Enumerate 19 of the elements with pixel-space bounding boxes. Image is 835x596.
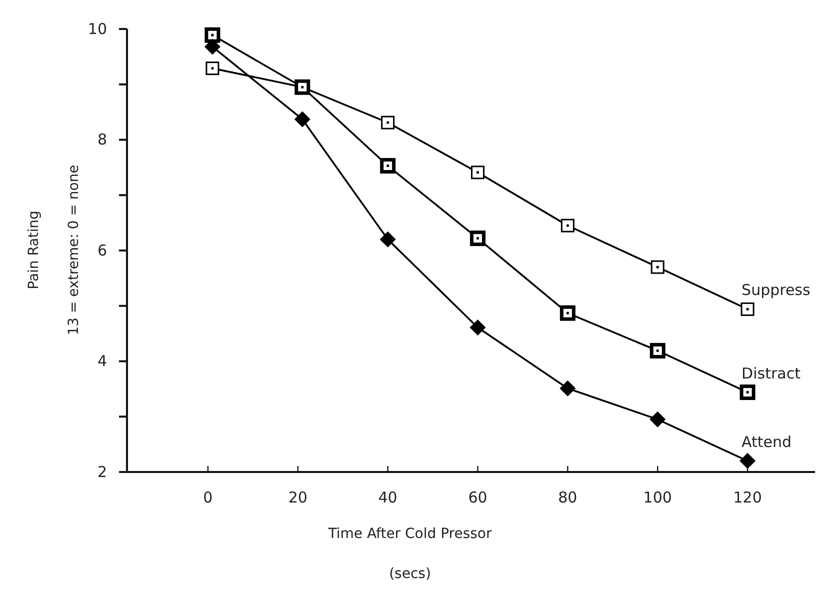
- x-tick-label: 0: [203, 488, 213, 507]
- series-label: Attend: [742, 432, 792, 451]
- y-axis-title: Pain Rating: [26, 210, 42, 290]
- y-tick-label: 2: [97, 462, 107, 481]
- series-label: Distract: [742, 364, 801, 382]
- x-tick-label: 20: [288, 488, 308, 507]
- text: 13 = extreme: 0 = none: [66, 164, 82, 336]
- series-label: Suppress: [742, 281, 810, 300]
- x-tick-label: 60: [468, 488, 488, 507]
- x-axis-title: Time After Cold Pressor: [327, 526, 492, 542]
- text: (secs): [389, 566, 431, 582]
- y-tick-label: 4: [97, 352, 107, 370]
- x-tick-label: 100: [643, 488, 672, 507]
- y-tick-label: 6: [97, 241, 107, 260]
- x-tick-label: 120: [733, 488, 762, 507]
- x-tick-label: 80: [558, 488, 578, 507]
- x-tick-label: 40: [378, 488, 398, 507]
- y-tick-label: 10: [88, 20, 107, 38]
- y-tick-label: 8: [97, 130, 107, 149]
